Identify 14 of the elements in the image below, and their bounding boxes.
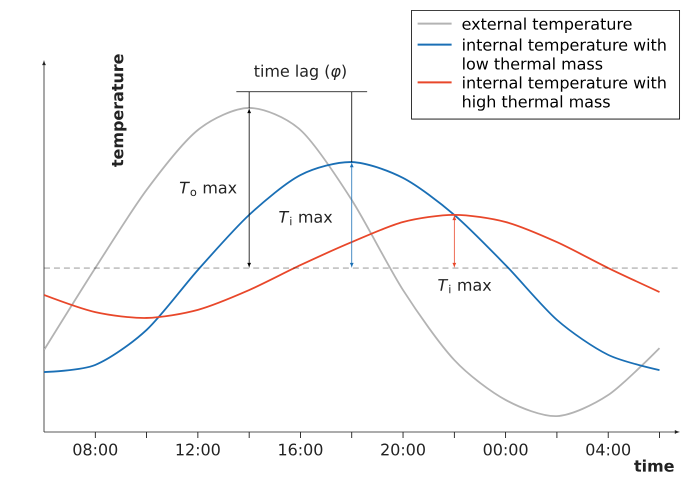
legend-label: external temperature — [462, 18, 632, 33]
text: time lag (φ) — [254, 64, 346, 80]
x-tick-label: 12:00 — [176, 444, 220, 456]
x-tick-label: 08:00 — [73, 444, 118, 456]
x-axis-title: time — [634, 460, 674, 472]
annotation: T$_{o}$ max — [180, 182, 237, 196]
y-axis-title: temperature — [112, 54, 126, 167]
legend-label: internal temperature with high thermal mass — [463, 76, 666, 111]
x-tick-label: 00:00 — [484, 444, 528, 456]
x-tick-label: 20:00 — [381, 444, 425, 456]
annotation: T$_{i}$ max — [438, 279, 492, 294]
x-tick-label: 16:00 — [279, 444, 322, 456]
annotation: T$_{i}$ max — [279, 211, 332, 226]
x-tick-label: 04:00 — [586, 444, 630, 456]
